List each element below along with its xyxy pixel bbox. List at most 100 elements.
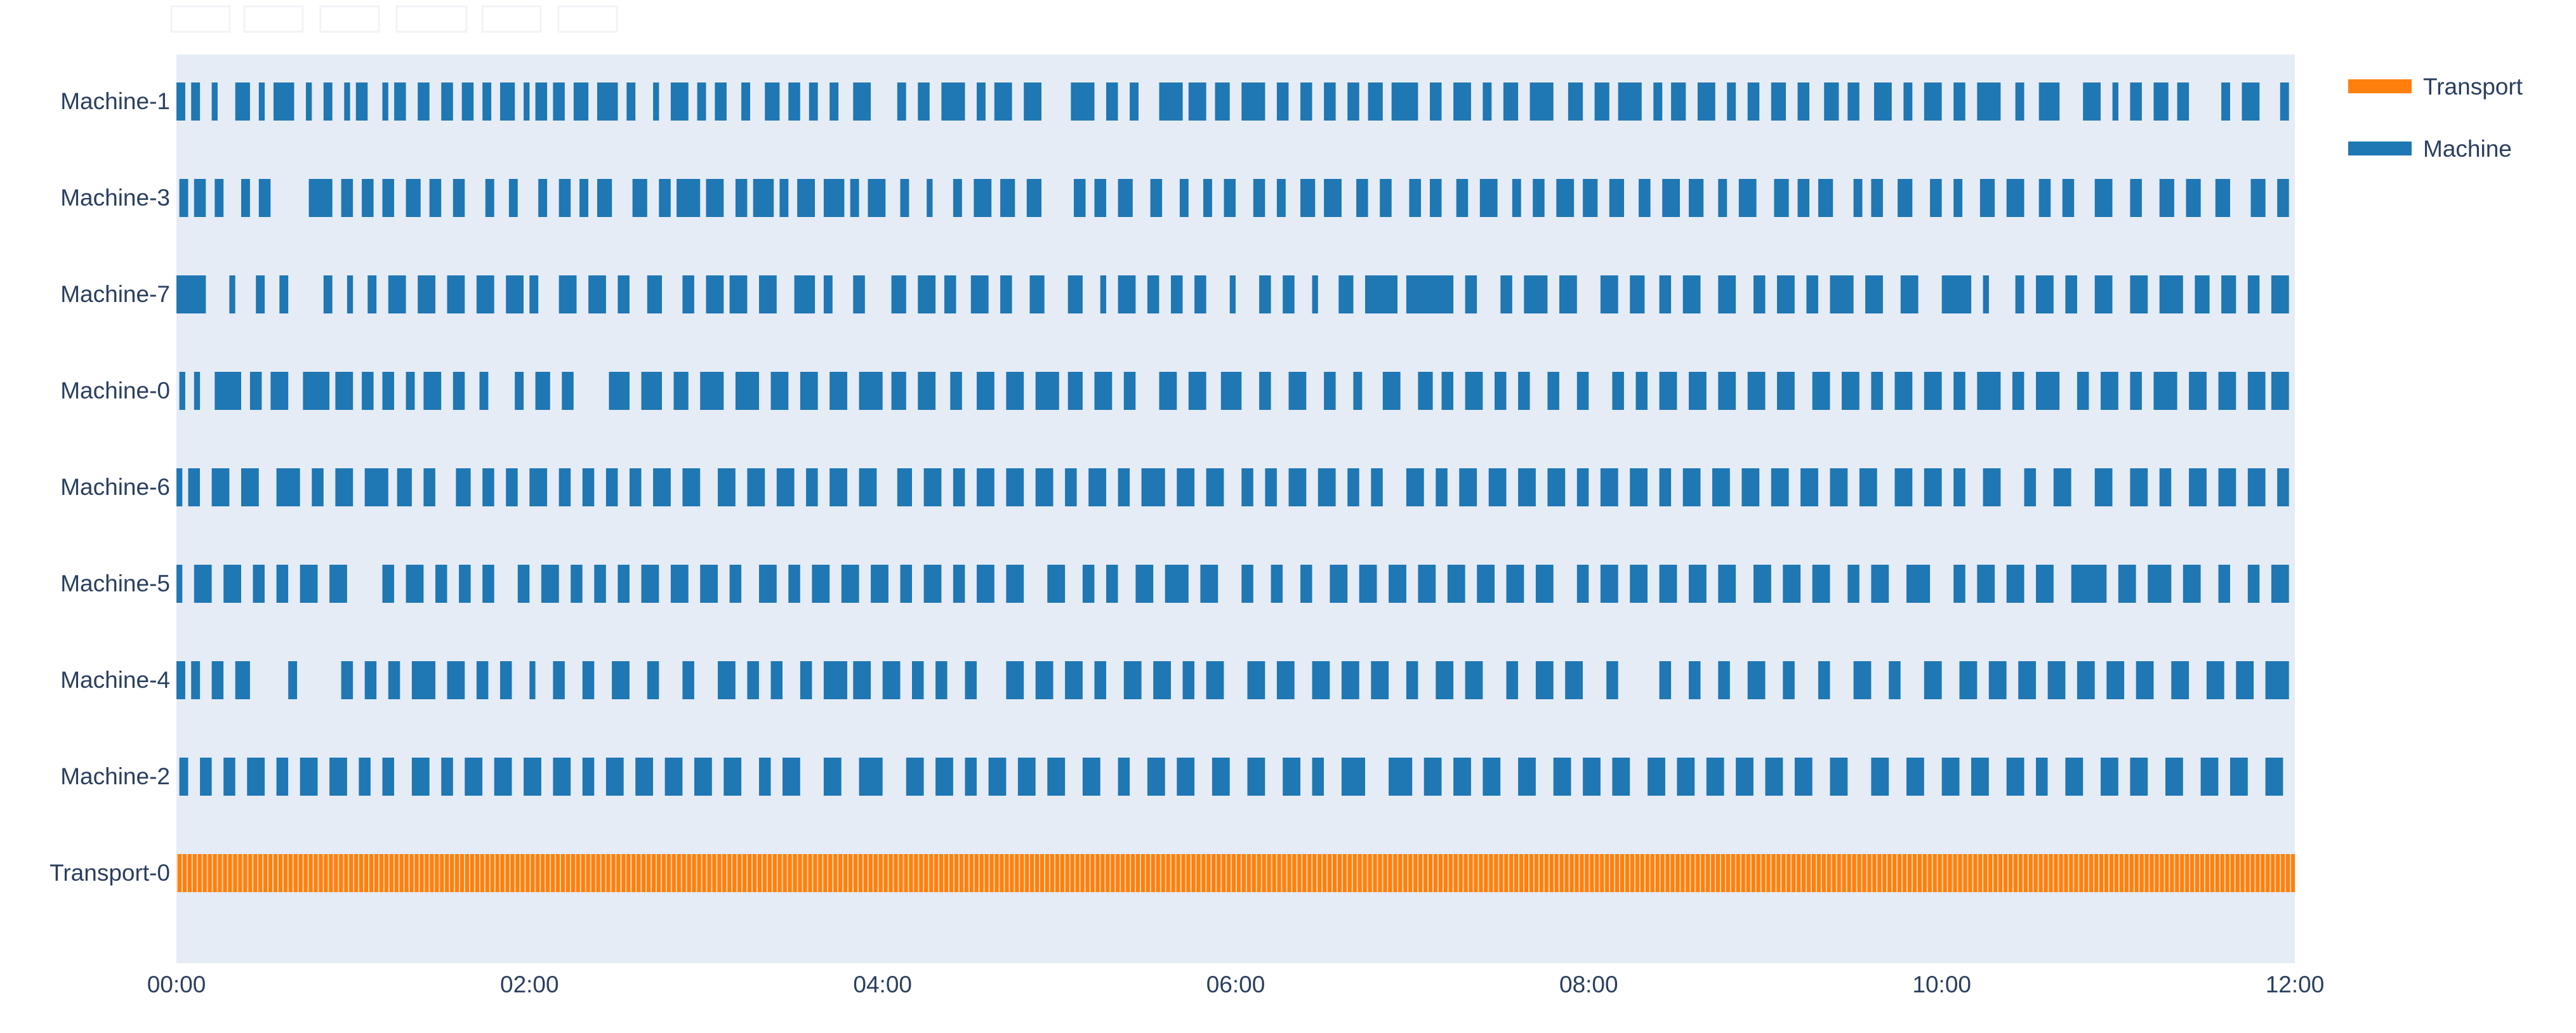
task-bar[interactable] (1983, 275, 1989, 313)
task-bar[interactable] (659, 179, 671, 217)
task-bar[interactable] (953, 179, 962, 217)
task-bar[interactable] (1600, 565, 1618, 603)
task-bar[interactable] (506, 468, 518, 506)
task-bar[interactable] (1253, 179, 1265, 217)
task-bar[interactable] (1312, 661, 1330, 699)
task-bar[interactable] (1754, 275, 1766, 313)
task-bar[interactable] (2036, 372, 2060, 410)
task-bar[interactable] (2271, 275, 2289, 313)
task-bar[interactable] (609, 372, 630, 410)
task-bar[interactable] (1529, 82, 1554, 121)
task-bar[interactable] (1818, 661, 1830, 699)
task-bar[interactable] (1017, 758, 1036, 796)
task-bar[interactable] (2077, 372, 2089, 410)
task-bar[interactable] (2053, 468, 2071, 506)
task-bar[interactable] (1500, 275, 1512, 313)
task-bar[interactable] (1389, 565, 1406, 603)
task-bar[interactable] (364, 661, 377, 699)
task-bar[interactable] (1283, 275, 1295, 313)
task-bar[interactable] (1639, 179, 1651, 217)
task-bar[interactable] (2136, 661, 2154, 699)
task-bar[interactable] (229, 275, 235, 313)
task-bar[interactable] (1465, 372, 1483, 410)
task-bar[interactable] (897, 82, 906, 121)
task-bar[interactable] (2006, 565, 2024, 603)
task-bar[interactable] (1565, 661, 1583, 699)
task-bar[interactable] (176, 565, 183, 603)
task-bar[interactable] (1215, 82, 1230, 121)
task-bar[interactable] (1576, 372, 1589, 410)
task-bar[interactable] (1777, 372, 1795, 410)
task-bar[interactable] (1141, 468, 1165, 506)
task-bar[interactable] (1324, 82, 1336, 121)
task-bar[interactable] (605, 468, 618, 506)
task-bar[interactable] (2206, 661, 2224, 699)
task-bar[interactable] (1924, 468, 1942, 506)
task-bar[interactable] (1847, 82, 1859, 121)
task-bar[interactable] (871, 565, 888, 603)
task-bar[interactable] (1706, 758, 1724, 796)
task-bar[interactable] (2062, 179, 2075, 217)
task-bar[interactable] (718, 661, 736, 699)
task-bar[interactable] (1659, 565, 1677, 603)
task-bar[interactable] (759, 758, 771, 796)
task-bar[interactable] (1409, 179, 1422, 217)
task-bar[interactable] (476, 661, 489, 699)
modebar-button[interactable] (243, 5, 304, 33)
task-bar[interactable] (783, 758, 800, 796)
task-bar[interactable] (1518, 468, 1536, 506)
task-bar[interactable] (1300, 565, 1312, 603)
task-bar[interactable] (673, 372, 689, 410)
task-bar[interactable] (1359, 565, 1377, 603)
task-bar[interactable] (1718, 661, 1730, 699)
task-bar[interactable] (891, 372, 906, 410)
task-bar[interactable] (288, 661, 298, 699)
task-bar[interactable] (1094, 372, 1113, 410)
task-bar[interactable] (1983, 468, 2001, 506)
task-bar[interactable] (524, 82, 530, 121)
task-bar[interactable] (1067, 275, 1083, 313)
task-bar[interactable] (770, 372, 789, 410)
task-bar[interactable] (1456, 179, 1469, 217)
task-bar[interactable] (1391, 82, 1418, 121)
task-bar[interactable] (1047, 565, 1066, 603)
task-bar[interactable] (2218, 565, 2231, 603)
task-bar[interactable] (2215, 179, 2230, 217)
task-bar[interactable] (2101, 372, 2118, 410)
task-bar[interactable] (1903, 82, 1913, 121)
task-bar[interactable] (588, 275, 606, 313)
task-bar[interactable] (191, 82, 201, 121)
task-bar[interactable] (2159, 275, 2183, 313)
task-bar[interactable] (452, 179, 465, 217)
task-bar[interactable] (2230, 758, 2248, 796)
task-bar[interactable] (538, 179, 548, 217)
task-bar[interactable] (1924, 372, 1942, 410)
task-bar[interactable] (435, 565, 447, 603)
task-bar[interactable] (406, 179, 421, 217)
task-bar[interactable] (1459, 468, 1477, 506)
task-bar[interactable] (2236, 661, 2254, 699)
task-bar[interactable] (612, 661, 630, 699)
task-bar[interactable] (1689, 372, 1707, 410)
task-bar[interactable] (853, 661, 871, 699)
task-bar[interactable] (1871, 179, 1883, 217)
task-bar[interactable] (179, 372, 185, 410)
task-bar[interactable] (829, 82, 839, 121)
task-bar[interactable] (418, 275, 435, 313)
task-bar[interactable] (582, 468, 595, 506)
task-bar[interactable] (1606, 661, 1618, 699)
task-bar[interactable] (1106, 82, 1118, 121)
task-bar[interactable] (1630, 275, 1645, 313)
task-bar[interactable] (397, 468, 412, 506)
task-bar[interactable] (2189, 468, 2207, 506)
task-bar[interactable] (1712, 468, 1730, 506)
task-bar[interactable] (1300, 179, 1316, 217)
task-bar[interactable] (2250, 179, 2266, 217)
task-bar[interactable] (1206, 661, 1224, 699)
task-bar[interactable] (1318, 468, 1336, 506)
task-bar[interactable] (2006, 758, 2024, 796)
task-bar[interactable] (741, 82, 750, 121)
task-bar[interactable] (1368, 82, 1383, 121)
task-bar[interactable] (1659, 468, 1672, 506)
task-bar[interactable] (700, 372, 724, 410)
